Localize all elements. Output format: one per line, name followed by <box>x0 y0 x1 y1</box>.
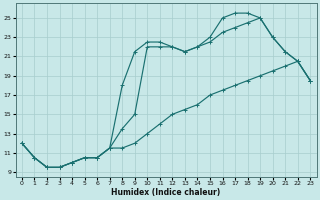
X-axis label: Humidex (Indice chaleur): Humidex (Indice chaleur) <box>111 188 221 197</box>
